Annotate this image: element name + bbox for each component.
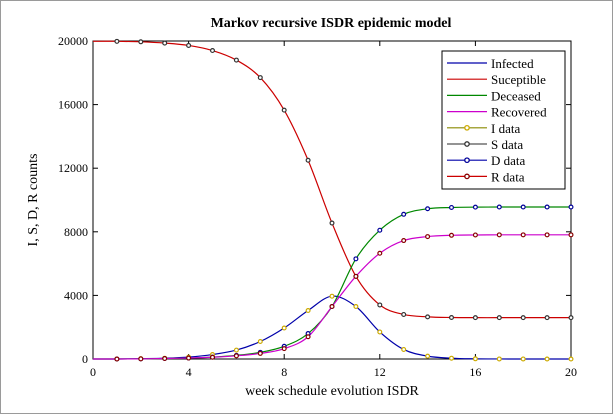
- data-point-r-data: [257, 350, 263, 356]
- legend-label: I data: [491, 121, 520, 136]
- data-point-r-data: [401, 238, 407, 244]
- data-point-r-data: [186, 355, 192, 361]
- data-point-s-data: [257, 75, 263, 81]
- data-point-r-data: [281, 346, 287, 352]
- y-tick-label: 20000: [58, 34, 88, 48]
- data-point-i-data: [449, 355, 455, 361]
- data-point-r-data: [377, 250, 383, 256]
- x-tick-label: 8: [281, 365, 287, 379]
- y-tick-label: 0: [82, 352, 88, 366]
- legend-label: D data: [491, 153, 526, 168]
- data-point-r-data: [329, 304, 335, 310]
- data-point-i-data: [472, 356, 478, 362]
- data-point-s-data: [233, 57, 239, 63]
- data-point-r-data: [210, 354, 216, 360]
- data-point-r-data: [138, 356, 144, 362]
- data-point-r-data: [353, 273, 359, 279]
- legend-label: Infected: [491, 56, 534, 71]
- data-point-r-data: [449, 232, 455, 238]
- data-point-d-data: [568, 204, 574, 210]
- data-point-i-data: [305, 308, 311, 314]
- data-point-d-data: [425, 206, 431, 212]
- data-point-s-data: [568, 315, 574, 321]
- x-tick-label: 20: [565, 365, 577, 379]
- data-point-s-data: [520, 315, 526, 321]
- legend-marker: [464, 173, 470, 180]
- data-point-i-data: [257, 339, 263, 345]
- y-tick-label: 16000: [58, 98, 88, 112]
- plot-area: [92, 40, 572, 360]
- legend-marker: [464, 124, 470, 131]
- legend-marker: [464, 157, 470, 164]
- data-point-s-data: [210, 48, 216, 54]
- x-axis-label: week schedule evolution ISDR: [245, 384, 419, 399]
- data-point-i-data: [329, 293, 335, 299]
- data-point-d-data: [520, 204, 526, 210]
- data-point-s-data: [377, 302, 383, 308]
- data-point-r-data: [114, 356, 120, 362]
- data-point-d-data: [353, 256, 359, 262]
- data-point-s-data: [281, 107, 287, 113]
- data-point-i-data: [520, 356, 526, 362]
- series-line-deceased: [92, 206, 571, 360]
- series-markers: [114, 38, 574, 362]
- data-point-r-data: [472, 232, 478, 238]
- x-tick-label: 12: [374, 365, 386, 379]
- legend-label: Recovered: [491, 105, 547, 120]
- data-point-s-data: [449, 315, 455, 321]
- data-point-s-data: [329, 220, 335, 226]
- data-point-i-data: [496, 356, 502, 362]
- data-point-r-data: [496, 232, 502, 238]
- legend-label: Suceptible: [491, 72, 546, 87]
- data-point-d-data: [449, 204, 455, 210]
- data-point-d-data: [496, 204, 502, 210]
- data-point-i-data: [401, 346, 407, 352]
- data-point-r-data: [568, 232, 574, 238]
- data-point-s-data: [186, 42, 192, 48]
- data-point-d-data: [472, 204, 478, 210]
- y-tick-label: 12000: [58, 161, 88, 175]
- data-point-r-data: [233, 353, 239, 359]
- y-tick-label: 8000: [64, 225, 88, 239]
- data-point-d-data: [544, 204, 550, 210]
- data-point-s-data: [425, 314, 431, 320]
- data-point-d-data: [377, 227, 383, 233]
- data-point-r-data: [305, 334, 311, 340]
- data-point-s-data: [114, 38, 120, 44]
- x-tick-label: 0: [90, 365, 96, 379]
- data-point-i-data: [233, 347, 239, 353]
- legend-box: [441, 50, 566, 190]
- data-point-i-data: [568, 356, 574, 362]
- x-tick-label: 4: [186, 365, 192, 379]
- legend-label: Deceased: [491, 88, 541, 103]
- data-point-s-data: [472, 315, 478, 321]
- data-point-i-data: [281, 325, 287, 331]
- data-point-i-data: [377, 329, 383, 335]
- data-point-s-data: [496, 315, 502, 321]
- legend-marker: [464, 141, 470, 147]
- x-tick-label: 16: [469, 365, 481, 379]
- data-point-i-data: [353, 304, 359, 310]
- y-axis-label: I, S, D, R counts: [26, 154, 41, 247]
- data-point-s-data: [162, 40, 168, 46]
- data-point-r-data: [162, 356, 168, 362]
- legend-label: S data: [491, 137, 523, 152]
- data-point-s-data: [544, 315, 550, 321]
- legend-label: R data: [491, 169, 525, 184]
- data-point-i-data: [544, 356, 550, 362]
- data-point-r-data: [425, 234, 431, 240]
- data-point-d-data: [401, 211, 407, 217]
- y-tick-label: 4000: [64, 288, 88, 302]
- data-point-r-data: [520, 232, 526, 238]
- data-point-r-data: [544, 232, 550, 238]
- data-point-i-data: [425, 353, 431, 359]
- chart-title: Markov recursive ISDR epidemic model: [211, 16, 452, 31]
- data-point-s-data: [138, 39, 144, 45]
- data-point-s-data: [401, 311, 407, 317]
- data-point-s-data: [305, 157, 311, 163]
